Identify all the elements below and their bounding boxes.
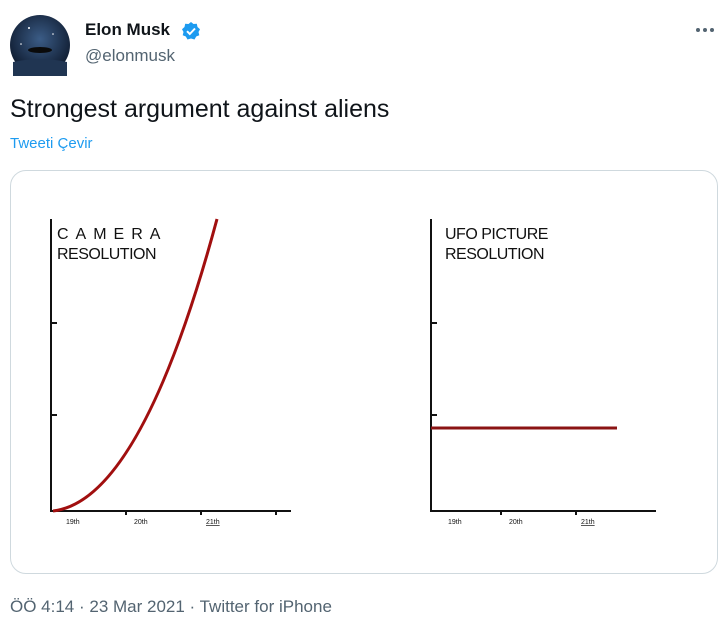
x-tick-label: 19th: [448, 519, 462, 526]
author-handle[interactable]: @elonmusk: [85, 46, 176, 65]
x-tick-label: 21th: [581, 519, 595, 526]
panel-title: UFO PICTURE: [445, 226, 548, 243]
x-tick-label: 20th: [134, 519, 148, 526]
avatar[interactable]: [9, 14, 71, 76]
axis-ticks: [431, 322, 577, 515]
verified-badge: [182, 22, 200, 40]
x-tick-label: 19th: [66, 519, 80, 526]
tweet-meta: ÖÖ 4:14 · 23 Mar 2021 · Twitter for iPho…: [10, 597, 332, 616]
more-button[interactable]: [694, 24, 718, 36]
author-name[interactable]: Elon Musk: [85, 20, 171, 39]
axis-ticks: [51, 322, 277, 515]
panel-title: RESOLUTION: [57, 246, 156, 263]
tweet-image[interactable]: CAMERA RESOLUTION 19th 20th 21th UFO PIC…: [10, 170, 718, 574]
panel-title: CAMERA: [57, 226, 167, 243]
x-tick-label: 20th: [509, 519, 523, 526]
image-chart: CAMERA RESOLUTION 19th 20th 21th UFO PIC…: [50, 218, 656, 526]
axis: [50, 219, 291, 512]
translate-link[interactable]: Tweeti Çevir: [10, 135, 93, 152]
x-tick-label: 21th: [206, 519, 220, 526]
tweet-text: Strongest argument against aliens: [10, 95, 390, 123]
camera-curve: [52, 218, 219, 513]
panel-title: RESOLUTION: [445, 246, 544, 263]
axis: [430, 219, 656, 512]
